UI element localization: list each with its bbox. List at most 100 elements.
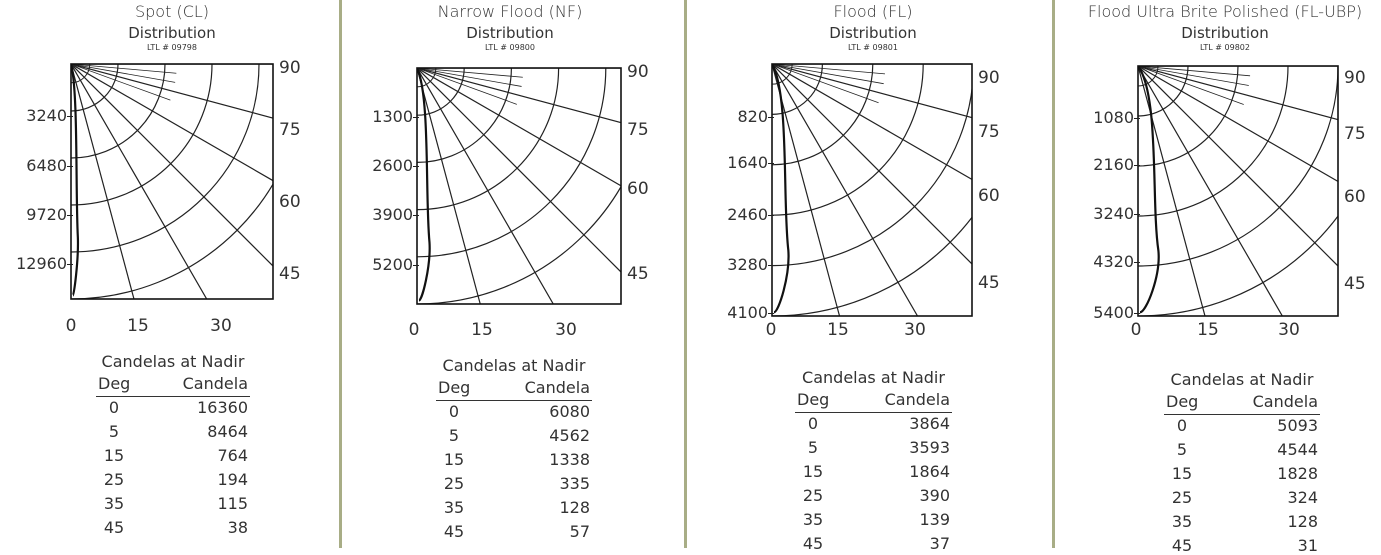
left-axis-tick [1134,165,1140,166]
polar-diagram [416,67,622,305]
plot-frame [771,63,973,317]
panel-title: Spot (CL) [134,2,210,21]
radial-line [71,64,171,101]
ltl-number: LTL # 09801 [848,43,898,52]
table-row-candela: 115 [217,494,248,513]
left-axis-label: 1300 [372,107,413,126]
radial-line [1138,66,1284,316]
panel-subtitle: Distribution [1181,24,1269,42]
right-axis-label: 60 [978,186,1000,206]
table-row-deg: 5 [448,426,460,445]
table-row-deg: 15 [802,462,824,481]
left-axis-label: 4320 [1093,252,1134,271]
table-row-candela: 139 [919,510,950,529]
table-header-rule [1164,414,1320,415]
radial-line [772,64,886,75]
radial-line [772,64,919,316]
table-row-deg: 5 [1176,440,1188,459]
table-row-candela: 1338 [549,450,590,469]
radial-line [71,64,135,299]
right-axis-label: 60 [1344,187,1366,207]
left-axis-label: 3280 [727,255,768,274]
left-axis-label: 9720 [26,205,67,224]
table-row-candela: 4544 [1277,440,1318,459]
left-axis-tick [768,265,774,266]
right-axis-label: 60 [279,192,301,212]
table-row-candela: 8464 [207,422,248,441]
left-axis-label: 6480 [26,156,67,175]
table-row-deg: 45 [1171,536,1193,555]
table-row-candela: 4562 [549,426,590,445]
table-row-deg: 0 [807,414,819,433]
left-axis-tick [413,215,419,216]
distribution-curve [1138,66,1160,314]
table-header-rule [795,412,952,413]
plot-frame [1137,65,1339,317]
right-axis-label: 90 [1344,68,1366,88]
table-header-candela: Candela [1252,392,1318,411]
table-row-deg: 0 [1176,416,1188,435]
panel-subtitle: Distribution [128,24,216,42]
ltl-number: LTL # 09800 [485,43,535,52]
distribution-curve [417,68,431,302]
table-row-candela: 764 [217,446,248,465]
radial-line [1138,66,1338,267]
left-axis-tick [413,166,419,167]
grid-group [1138,66,1338,316]
radial-line [772,64,972,181]
table-row-candela: 1864 [909,462,950,481]
radial-line [417,68,522,87]
left-axis-label: 5200 [372,255,413,274]
left-axis-tick [768,215,774,216]
panel-subtitle: Distribution [829,24,917,42]
distribution-curve [71,64,80,297]
table-row-candela: 335 [559,474,590,493]
plot-frame [416,67,622,305]
divider [684,0,687,548]
left-axis-label: 1640 [727,153,768,172]
table-row-candela: 128 [559,498,590,517]
left-axis-label: 3240 [26,106,67,125]
radial-line [71,64,208,299]
left-axis-tick [67,116,73,117]
table-row-deg: 0 [108,398,120,417]
table-header-candela: Candela [182,374,248,393]
right-axis-label: 45 [978,273,1000,293]
left-axis-label: 2460 [727,205,768,224]
panel-title: Narrow Flood (NF) [437,2,583,21]
bottom-axis-label: 15 [471,320,493,340]
radial-line [417,68,621,187]
table-header-deg: Deg [797,390,830,409]
radial-line [417,68,481,304]
table-row-deg: 35 [802,510,824,529]
radial-line [1138,66,1244,105]
panel-subtitle: Distribution [466,24,554,42]
table-row-candela: 5093 [1277,416,1318,435]
table-title: Candelas at Nadir [101,352,245,371]
table-header-rule [96,396,250,397]
radial-line [417,68,621,273]
left-axis-label: 2600 [372,156,413,175]
left-axis-tick [67,166,73,167]
left-axis-label: 820 [737,107,768,126]
table-row-deg: 15 [1171,464,1193,483]
grid-group [71,64,273,299]
grid-arc [772,216,972,316]
table-row-candela: 16360 [197,398,248,417]
table-row-candela: 1828 [1277,464,1318,483]
table-row-candela: 6080 [549,402,590,421]
panel-title: Flood Ultra Brite Polished (FL-UBP) [1087,2,1363,21]
left-axis-tick [1134,313,1140,314]
table-row-deg: 25 [802,486,824,505]
table-row-deg: 5 [108,422,120,441]
bottom-axis-label: 30 [904,320,926,340]
right-axis-label: 90 [279,58,301,78]
ltl-number: LTL # 09798 [147,43,197,52]
radial-line [1138,66,1338,183]
right-axis-label: 45 [627,264,649,284]
table-row-candela: 37 [929,534,950,553]
left-axis-tick [67,215,73,216]
radial-line [417,68,517,105]
bottom-axis-label: 15 [1197,320,1219,340]
table-row-deg: 35 [1171,512,1193,531]
